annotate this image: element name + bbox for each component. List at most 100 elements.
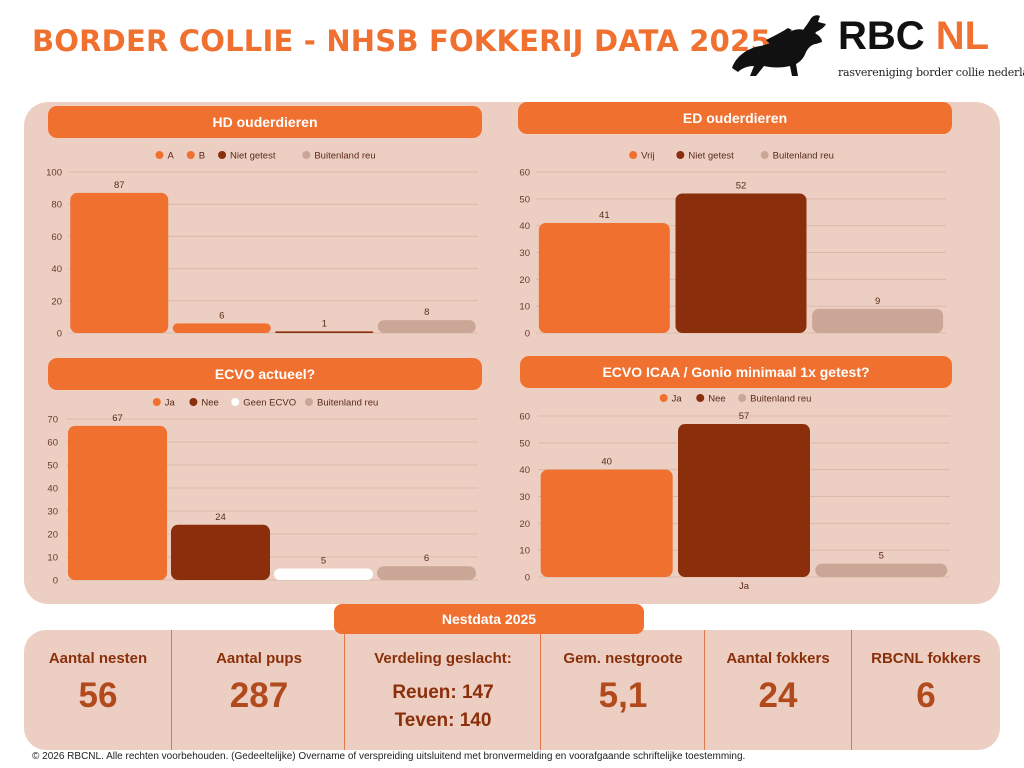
y-tick-label: 10 (519, 302, 530, 313)
stat-value: 287 (229, 676, 289, 715)
bar-niet-getest (275, 331, 374, 333)
legend-label: Nee (708, 394, 725, 405)
y-tick-label: 0 (53, 576, 58, 587)
stat-value: 6 (916, 676, 936, 715)
y-tick-label: 20 (519, 519, 530, 530)
data-label: 40 (601, 457, 612, 468)
bar-nee (678, 424, 810, 577)
bar-a (70, 192, 169, 333)
y-tick-label: 30 (47, 507, 58, 518)
y-tick-label: 60 (51, 232, 62, 243)
stat-label: Verdeling geslacht: (374, 650, 512, 667)
y-tick-label: 10 (47, 553, 58, 564)
nestdata-panel: Aantal nesten 56 Aantal pups 287 Verdeli… (24, 630, 1000, 750)
stat-value: 5,1 (598, 676, 648, 715)
data-label: 6 (424, 553, 429, 564)
stat-label: RBCNL fokkers (871, 650, 981, 667)
y-tick-label: 40 (519, 221, 530, 232)
bar-vrij (538, 222, 670, 333)
footer-copyright: © 2026 RBCNL. Alle rechten voorbehouden.… (32, 751, 746, 762)
divider (344, 630, 345, 750)
legend-marker (738, 394, 747, 402)
data-label: 5 (321, 556, 326, 567)
data-label: 1 (322, 318, 327, 329)
legend-marker (189, 398, 198, 406)
stat-aantal-pups: Aantal pups 287 (172, 630, 346, 750)
legend-marker (231, 398, 240, 406)
y-tick-label: 40 (47, 484, 58, 495)
bar-buitenland-reu (815, 563, 948, 577)
y-tick-label: 50 (519, 194, 530, 205)
y-tick-label: 100 (46, 168, 62, 179)
bar-geen-ecvo (274, 568, 373, 580)
chart-title-ecvo: ECVO actueel? (48, 358, 482, 390)
legend-label: Ja (165, 398, 176, 409)
legend-label: Vrij (641, 151, 654, 162)
data-label: 24 (215, 512, 226, 523)
divider (851, 630, 852, 750)
stat-verdeling: Verdeling geslacht: Reuen: 147 Teven: 14… (345, 630, 541, 750)
legend-marker (629, 151, 638, 159)
legend-marker (659, 394, 668, 402)
stat-label: Aantal nesten (48, 650, 148, 667)
stat-label: Aantal fokkers (726, 650, 830, 667)
charts-panel: 0 20 40 60 80 100 87 6 1 8 A B Niet getest Buitenland… (24, 102, 1000, 604)
data-label: 5 (879, 551, 884, 562)
y-tick-label: 30 (519, 492, 530, 503)
y-tick-label: 10 (519, 546, 530, 557)
legend-label: Ja (672, 394, 683, 405)
bar-ja (68, 425, 167, 580)
divider (540, 630, 541, 750)
y-tick-label: 60 (47, 438, 58, 449)
y-tick-label: 50 (47, 461, 58, 472)
y-tick-label: 0 (525, 573, 530, 584)
y-tick-label: 70 (47, 415, 58, 426)
data-label: 6 (219, 310, 224, 321)
stat-rbcnl-fokkers: RBCNL fokkers 6 (852, 630, 1000, 750)
y-tick-label: 0 (525, 329, 530, 340)
legend-label: Niet getest (230, 151, 276, 162)
y-tick-label: 60 (519, 412, 530, 423)
stat-nestgrootte: Gem. nestgroote 5,1 (541, 630, 705, 750)
legend-marker (305, 398, 313, 406)
legend-marker (676, 151, 685, 159)
bar-buitenland-reu (377, 320, 476, 333)
stat-aantal-nesten: Aantal nesten 56 (24, 630, 172, 750)
divider (171, 630, 172, 750)
legend-marker (302, 151, 311, 159)
legend-label: Buitenland reu (750, 394, 811, 405)
stat-fokkers: Aantal fokkers 24 (705, 630, 851, 750)
legend-label: Buitenland reu (773, 151, 834, 162)
y-tick-label: 30 (519, 248, 530, 259)
page-title: BORDER COLLIE - NHSB FOKKERIJ DATA 2025 (32, 24, 771, 58)
y-tick-label: 40 (51, 264, 62, 275)
bar-nee (171, 524, 270, 580)
bar-niet-getest (675, 193, 807, 333)
legend-label: A (167, 151, 174, 162)
legend-label: Buitenland reu (314, 151, 375, 162)
legend-label: Geen ECVO (243, 398, 296, 409)
rbc-nl-logo: RBC NL rasvereniging border collie neder… (726, 10, 1024, 84)
y-tick-label: 20 (519, 275, 530, 286)
bar-buitenland-reu (812, 308, 944, 333)
divider (704, 630, 705, 750)
y-tick-label: 60 (519, 168, 530, 179)
bar-b (172, 323, 271, 333)
stat-value: 56 (78, 676, 118, 715)
logo-subtitle: rasvereniging border collie nederland (838, 66, 1024, 79)
stat-teven: Teven: 140 (394, 710, 492, 731)
stat-label: Aantal pups (216, 650, 302, 667)
y-tick-label: 20 (47, 530, 58, 541)
data-label: 41 (599, 210, 610, 221)
legend-label: Buitenland reu (317, 398, 378, 409)
data-label: 52 (736, 180, 747, 191)
y-tick-label: 40 (519, 465, 530, 476)
border-collie-dogs-icon (732, 15, 826, 76)
x-axis-label: Ja (739, 581, 750, 592)
stat-value: 24 (758, 676, 798, 715)
legend-marker (760, 151, 769, 159)
legend-marker (696, 394, 705, 402)
data-label: 8 (424, 307, 429, 318)
y-tick-label: 50 (519, 438, 530, 449)
logo-rbc: RBC (838, 14, 925, 58)
